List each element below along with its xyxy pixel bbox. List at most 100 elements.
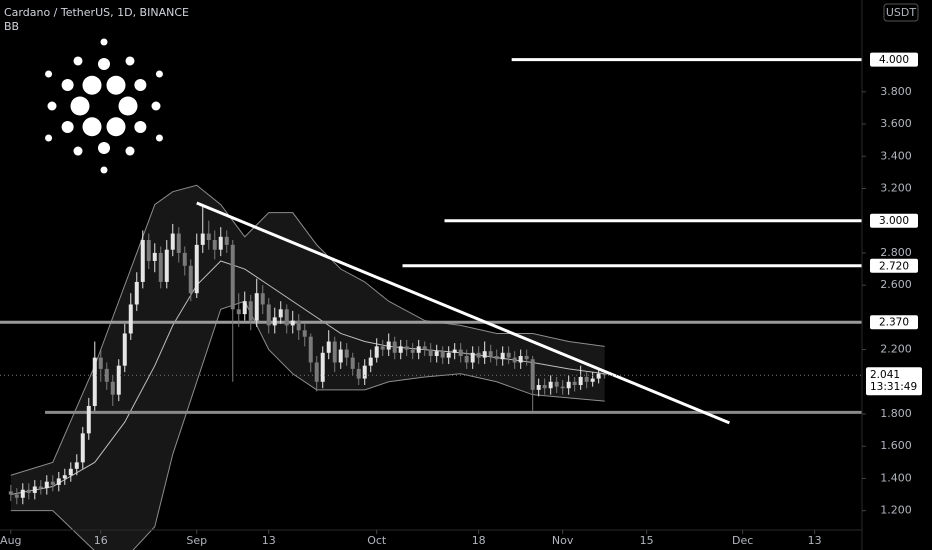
candle-body: [236, 309, 241, 315]
logo-dot: [151, 101, 161, 111]
logo-dot: [100, 166, 108, 174]
candle-body: [584, 376, 589, 382]
indicator-label: BB: [4, 20, 19, 33]
candle-body: [434, 351, 439, 357]
candle-body: [8, 491, 13, 495]
candle-body: [290, 320, 295, 326]
candle-body: [32, 486, 37, 493]
level-label-box: [870, 52, 918, 67]
candle-body: [578, 376, 583, 386]
candle-body: [248, 301, 253, 321]
candle-body: [500, 352, 505, 360]
candle-body: [128, 304, 133, 334]
candle-body: [134, 281, 139, 305]
y-tick-label: 3.600: [880, 117, 912, 130]
candle-body: [356, 368, 361, 379]
candle-body: [116, 365, 121, 395]
candle-body: [602, 373, 607, 376]
candle-body: [524, 356, 529, 360]
candle-body: [212, 240, 217, 250]
last-price-label: 2.041: [870, 369, 900, 381]
candle-body: [374, 346, 379, 358]
candle-body: [230, 244, 235, 310]
currency-label[interactable]: USDT: [886, 6, 917, 19]
logo-dot: [106, 117, 126, 137]
candle-body: [518, 356, 523, 363]
candle-body: [20, 489, 25, 498]
candle-body: [476, 352, 481, 358]
candle-body: [338, 349, 343, 363]
bb-upper: [10, 184, 605, 476]
logo-dot: [98, 58, 110, 70]
candle-body: [146, 240, 151, 261]
candle-body: [446, 352, 451, 358]
candle-body: [560, 386, 565, 389]
candle-body: [224, 236, 229, 245]
candle-body: [296, 320, 301, 331]
candle-body: [122, 333, 127, 366]
x-tick-label: Aug: [0, 534, 21, 547]
candle-body: [140, 240, 145, 282]
candle-body: [548, 381, 553, 389]
x-tick-label: 15: [640, 534, 654, 547]
logo-dot: [82, 75, 102, 95]
candle-body: [440, 351, 445, 358]
candle-body: [170, 233, 175, 250]
countdown-label: 13:31:49: [870, 381, 917, 393]
candle-body: [530, 359, 535, 390]
candle-body: [302, 330, 307, 337]
candle-body: [200, 233, 205, 245]
logo-dot: [70, 96, 90, 116]
logo-dot: [98, 142, 110, 154]
candle-body: [152, 252, 157, 261]
y-tick-label: 3.200: [880, 181, 912, 194]
x-tick-label: 16: [94, 534, 108, 547]
candle-body: [308, 336, 313, 363]
candle-body: [86, 405, 91, 434]
candle-body: [404, 346, 409, 350]
y-tick-label: 3.800: [880, 85, 912, 98]
level-label: 2.720: [879, 260, 909, 272]
currency-box[interactable]: [883, 3, 919, 22]
logo-dot: [106, 75, 126, 95]
x-tick-label: 18: [472, 534, 486, 547]
candle-body: [272, 317, 277, 326]
candle-body: [494, 356, 499, 360]
candle-body: [278, 309, 283, 318]
candle-body: [458, 349, 463, 357]
candle-body: [566, 381, 571, 389]
logo-dot: [134, 79, 147, 91]
logo-dot: [61, 79, 74, 91]
candle-body: [362, 365, 367, 379]
candle-body: [242, 301, 247, 315]
candle-body: [80, 433, 85, 463]
last-price-box: [866, 367, 922, 396]
level-label: 2.370: [879, 317, 909, 329]
candle-body: [554, 381, 559, 387]
y-tick-label: 1.400: [880, 471, 912, 484]
candle-body: [332, 341, 337, 363]
candle-body: [188, 265, 193, 294]
candle-body: [206, 233, 211, 241]
logo-dot: [47, 101, 57, 111]
candle-body: [428, 349, 433, 357]
candle-body: [44, 481, 49, 489]
trendline: [196, 201, 731, 425]
plot-area: [0, 58, 862, 550]
logo-dot: [125, 146, 135, 156]
candle-body: [158, 252, 163, 282]
candle-body: [50, 481, 55, 485]
candle-body: [482, 351, 487, 358]
logo-dot: [82, 117, 102, 137]
logo-dot: [73, 146, 83, 156]
candle-body: [104, 368, 109, 382]
candle-body: [14, 494, 19, 498]
logo-dot: [61, 121, 74, 133]
x-tick-label: Oct: [367, 534, 387, 547]
x-tick-label: 13: [808, 534, 822, 547]
chart-title: Cardano / TetherUS, 1D, BINANCE: [4, 6, 189, 19]
logo-dot: [100, 38, 108, 46]
